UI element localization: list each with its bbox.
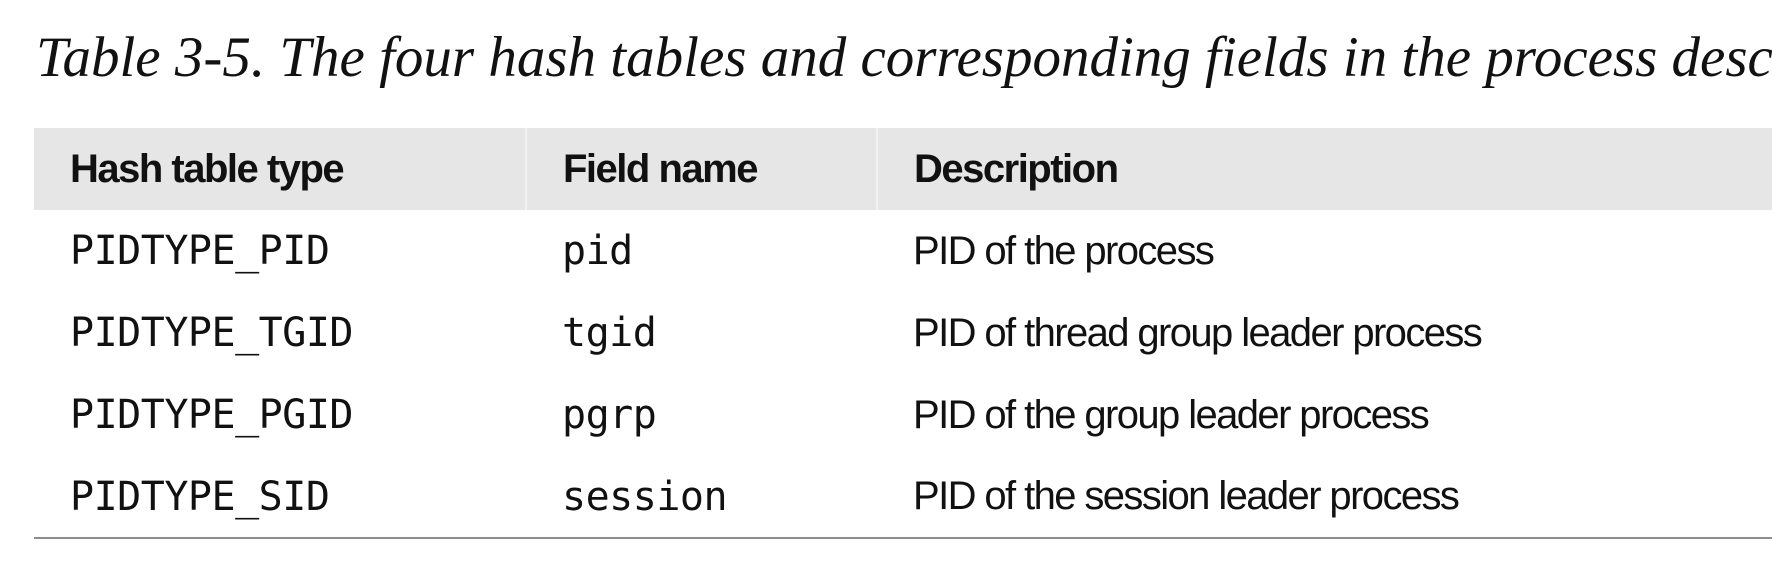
header-description: Description — [876, 128, 1772, 210]
field-name-cell: pgrp — [562, 392, 657, 438]
description-cell: PID of thread group leader process — [913, 310, 1483, 355]
field-name-cell: session — [526, 456, 877, 539]
hash-table-type-cell: PIDTYPE_SID — [34, 456, 526, 539]
table-row: PIDTYPE_TGID tgid PID of thread group le… — [34, 292, 1772, 374]
hash-tables-table: Hash table type Field name Description P… — [34, 128, 1772, 539]
field-name-cell: pid — [562, 228, 633, 274]
hash-table-type-cell: PIDTYPE_TGID — [70, 310, 353, 356]
header-row: Hash table type Field name Description — [34, 128, 1772, 210]
table-row: PIDTYPE_PID pid PID of the process — [34, 210, 1772, 292]
header-hash-table-type: Hash table type — [70, 146, 345, 191]
description-cell: PID of the process — [913, 228, 1215, 273]
table-row: PIDTYPE_SID session PID of the session l… — [34, 456, 1772, 539]
table-row: PIDTYPE_PGID pgrp PID of the group leade… — [34, 374, 1772, 456]
description-cell: PID of the group leader process — [913, 392, 1430, 437]
table-caption: Table 3-5. The four hash tables and corr… — [36, 26, 1772, 89]
field-name-cell: tgid — [562, 310, 657, 356]
table-body: PIDTYPE_PID pid PID of the process PIDTY… — [34, 210, 1772, 539]
hash-table-type-cell: PIDTYPE_PGID — [70, 392, 353, 438]
table-header: Hash table type Field name Description — [34, 128, 1772, 210]
header-field-name: Field name — [525, 128, 877, 210]
description-cell: PID of the session leader process — [877, 456, 1772, 539]
hash-table-type-cell: PIDTYPE_PID — [70, 228, 330, 274]
